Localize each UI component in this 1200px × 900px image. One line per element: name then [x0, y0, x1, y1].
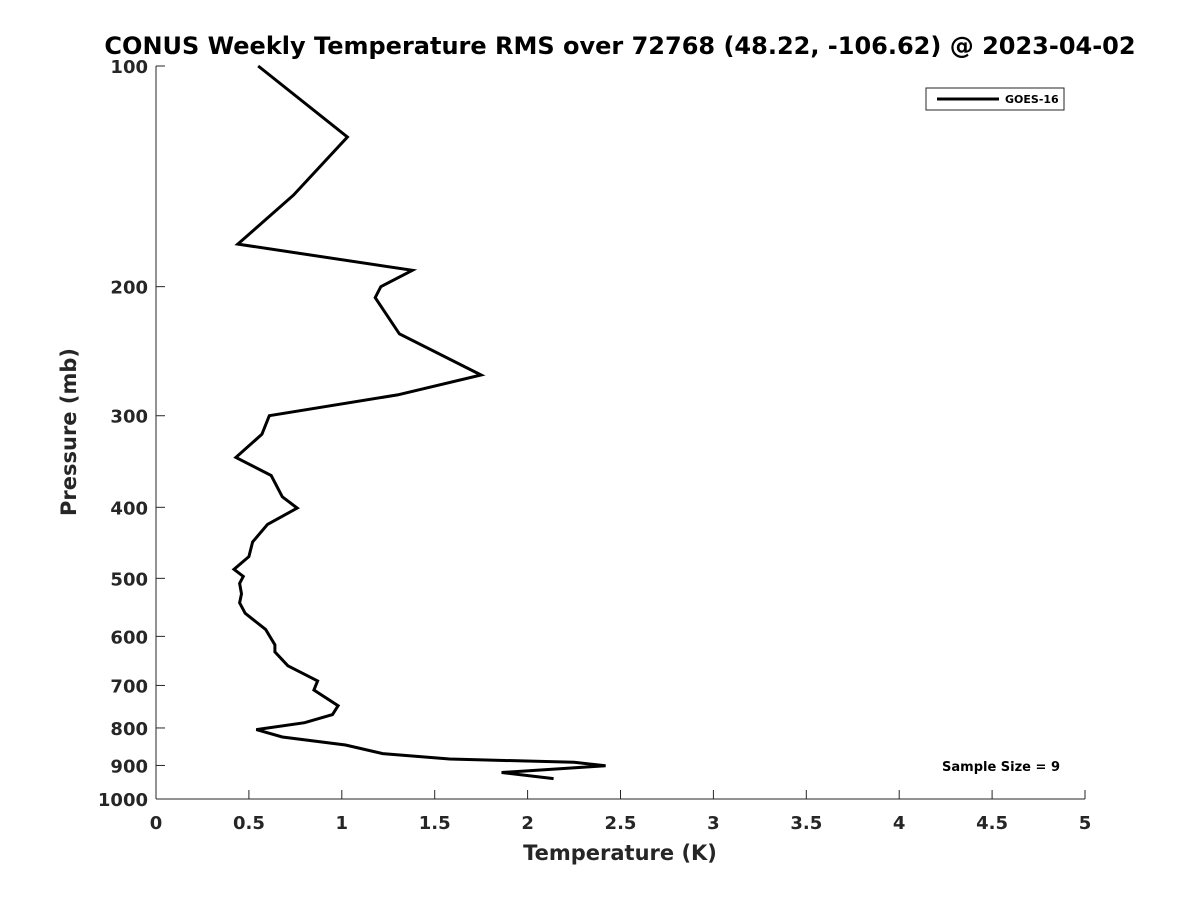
- y-tick-label: 900: [110, 756, 148, 777]
- y-tick-label: 600: [110, 627, 148, 648]
- x-axis-label: Temperature (K): [523, 841, 717, 865]
- y-tick-label: 700: [110, 676, 148, 697]
- x-tick-label: 3.5: [790, 813, 822, 834]
- y-tick-label: 300: [110, 407, 148, 428]
- x-tick-label: 1.5: [419, 813, 451, 834]
- y-tick-label: 200: [110, 278, 148, 299]
- x-tick-label: 3: [707, 813, 720, 834]
- y-ticks: 100 200 300 400 500 600 700 800 900 1000: [98, 57, 165, 811]
- legend-label: GOES-16: [1005, 93, 1059, 106]
- chart-title: CONUS Weekly Temperature RMS over 72768 …: [104, 32, 1135, 60]
- y-tick-label: 1000: [98, 790, 148, 811]
- series-line-goes-16: [231, 64, 606, 781]
- x-tick-label: 5: [1079, 813, 1092, 834]
- x-tick-label: 2: [521, 813, 534, 834]
- legend: GOES-16: [925, 87, 1065, 111]
- x-tick-label: 2.5: [605, 813, 637, 834]
- series-layer: [231, 64, 606, 781]
- y-tick-label: 800: [110, 719, 148, 740]
- sample-size-annotation: Sample Size = 9: [942, 760, 1060, 775]
- x-ticks: 0 0.5 1 1.5 2 2.5 3 3.5 4 4.5 5: [150, 790, 1092, 834]
- y-tick-label: 100: [110, 57, 148, 78]
- y-axis-label: Pressure (mb): [57, 348, 81, 516]
- x-tick-label: 0.5: [233, 813, 265, 834]
- y-tick-label: 400: [110, 498, 148, 519]
- x-tick-label: 4.5: [976, 813, 1008, 834]
- y-tick-label: 500: [110, 569, 148, 590]
- x-tick-label: 0: [150, 813, 163, 834]
- x-tick-label: 4: [893, 813, 906, 834]
- plot-area: 0 0.5 1 1.5 2 2.5 3 3.5 4 4.5 5 100 200 300 400 500 600…: [98, 57, 1091, 834]
- x-tick-label: 1: [336, 813, 349, 834]
